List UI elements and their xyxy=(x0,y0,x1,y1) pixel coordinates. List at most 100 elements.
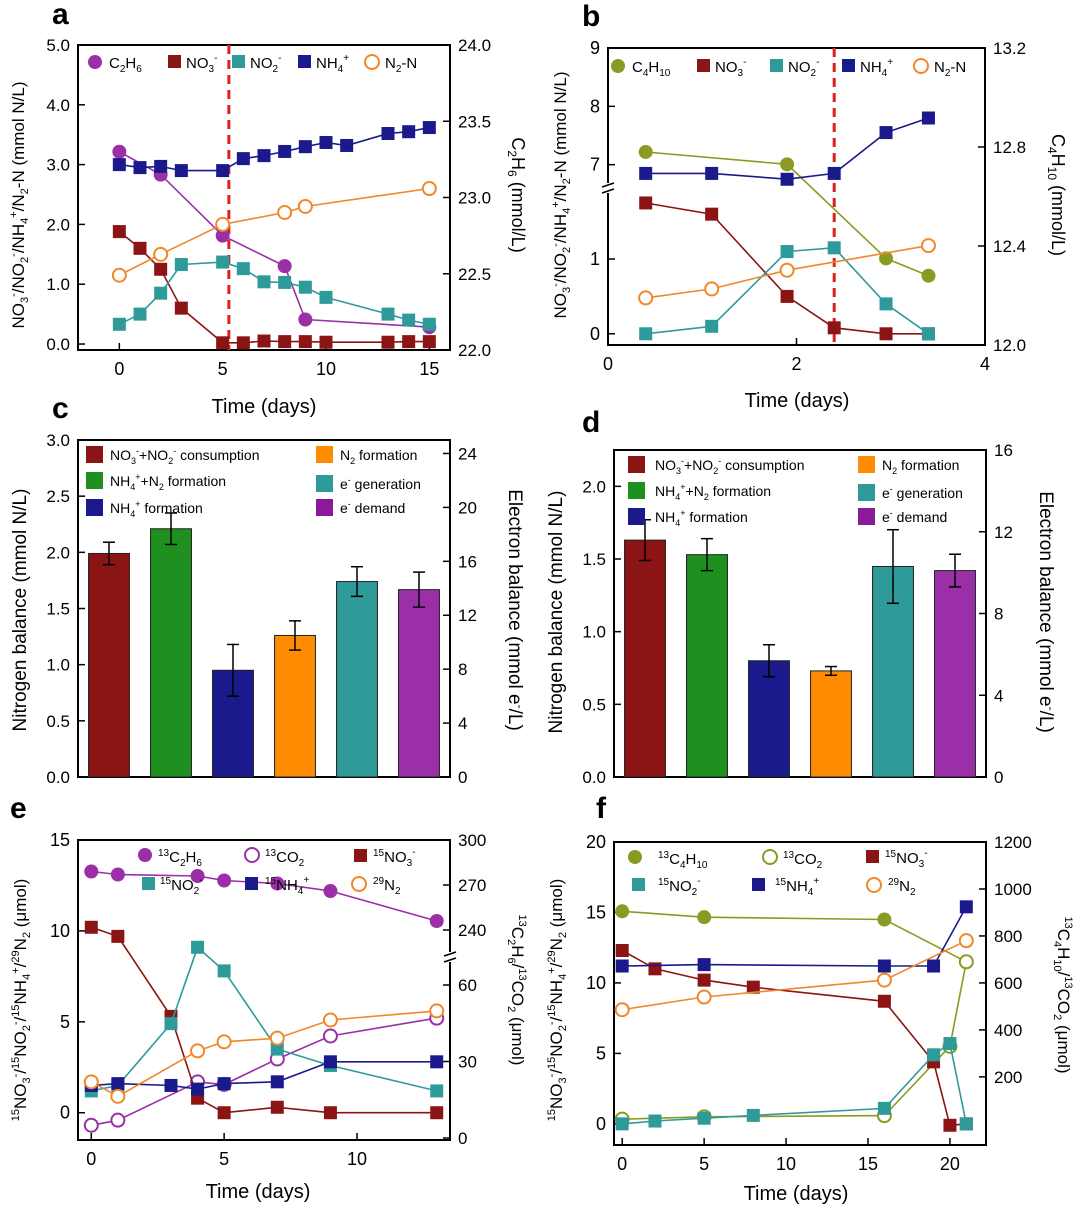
y2-tick-label: 24.0 xyxy=(458,36,491,55)
data-point-a-N2-N xyxy=(297,198,313,214)
data-point-e-15NO2- xyxy=(270,1042,284,1056)
data-point-a-NO2- xyxy=(278,275,292,289)
data-point-b-NH4+ xyxy=(879,126,893,140)
y2-tick-label: 0 xyxy=(458,768,467,787)
data-point-e-29N2 xyxy=(83,1074,99,1090)
x-axis-title-f: Time (days) xyxy=(744,1183,849,1205)
data-point-a-NO2- xyxy=(381,307,395,321)
data-point-e-29N2 xyxy=(269,1030,285,1046)
axis-break-e-slash xyxy=(443,957,457,963)
legend-marker-n2-formation xyxy=(316,446,333,463)
y-axis-title-b: NO3-/NO2-/NH4+/N2-N (mmol N/L) xyxy=(550,71,573,318)
x-tick-label: 0 xyxy=(603,354,613,374)
legend-label-e-generation: e- generation xyxy=(340,475,421,492)
legend-label-13co2: 13CO2 xyxy=(265,848,305,869)
y2-tick-label: 30 xyxy=(458,1053,477,1072)
legend-label-15no3: 15NO3- xyxy=(885,848,928,870)
legend-label-consumption: NO3-+NO2- consumption xyxy=(110,446,260,466)
data-point-a-NH4+ xyxy=(154,159,168,173)
y-axis-title-a: NO3-/NO2-/NH4+/N2-N (mmol N/L) xyxy=(8,81,31,328)
y2-tick-label: 23.5 xyxy=(458,112,491,131)
legend-label-29n2: 29N2 xyxy=(373,876,401,897)
x-axis-title-b: Time (days) xyxy=(745,390,850,412)
legend-label-n2-formation: N2 formation xyxy=(340,447,417,466)
data-point-a-NO3- xyxy=(257,334,271,348)
y-axis-title-c: Nitrogen balance (mmol N/L) xyxy=(10,489,31,732)
legend-marker-15no2 xyxy=(632,878,645,891)
y-tick-label: 10 xyxy=(50,921,70,941)
data-point-f-15NO3- xyxy=(877,994,891,1008)
bar-NO3-+NO2- consumption xyxy=(88,552,130,778)
series-line-e-29N2 xyxy=(90,1010,437,1098)
legend-marker-no2 xyxy=(770,59,783,72)
legend-label-nh4-formation: NH4+ formation xyxy=(655,508,748,528)
x-tick-label: 5 xyxy=(699,1154,709,1174)
y2-tick-label: 12.4 xyxy=(993,237,1026,256)
y2-tick-label: 12 xyxy=(458,606,477,625)
legend-marker-13co2 xyxy=(244,847,260,863)
data-point-a-NO2- xyxy=(319,290,333,304)
data-point-e-13C2H6 xyxy=(429,914,444,928)
x-tick-label: 15 xyxy=(419,359,439,379)
data-point-b-NO2- xyxy=(639,327,653,341)
data-point-f-15NO3- xyxy=(746,980,760,994)
data-point-b-NO2- xyxy=(879,297,893,311)
legend-marker-no3 xyxy=(697,59,710,72)
legend-d: NO3-+NO2- consumption NH4++N2 formation … xyxy=(628,456,963,528)
legend-label-15no2: 15NO2- xyxy=(160,875,203,897)
legend-marker-e-demand xyxy=(316,499,333,516)
data-point-a-N2-N xyxy=(153,246,169,262)
data-point-b-NH4+ xyxy=(705,166,719,180)
data-point-b-NO3- xyxy=(879,327,893,341)
data-point-e-15NH4+ xyxy=(430,1055,444,1069)
legend-label-nh4: NH4+ xyxy=(316,53,349,75)
legend-label-15nh4: 15NH4+ xyxy=(265,875,309,897)
x-tick-label: 10 xyxy=(776,1154,796,1174)
data-point-e-15NO2- xyxy=(164,1017,178,1031)
legend-marker-13c2h6 xyxy=(138,848,152,862)
legend-marker-nh4-n2-formation xyxy=(86,472,103,489)
data-point-e-13C2H6 xyxy=(110,867,125,882)
y-tick-label: 1.0 xyxy=(46,275,70,294)
legend-label-29n2: 29N2 xyxy=(888,877,916,898)
legend-marker-nh4-formation xyxy=(86,499,103,516)
y2-tick-label: 23.0 xyxy=(458,189,491,208)
legend-label-no3: NO3- xyxy=(186,53,217,75)
data-point-f-15NO2- xyxy=(746,1108,760,1122)
y-axis-title-d: Nitrogen balance (mmol N/L) xyxy=(546,491,567,734)
plot-frame-e xyxy=(77,839,451,1141)
legend-label-15no3: 15NO3- xyxy=(373,847,416,869)
legend-marker-c4h10 xyxy=(611,59,625,73)
legend-marker-15nh4 xyxy=(752,878,765,891)
legend-label-15no2: 15NO2- xyxy=(658,876,701,898)
y-tick-label: 5.0 xyxy=(46,36,70,55)
x-tick-label: 5 xyxy=(218,359,228,379)
y2-tick-label: 13.2 xyxy=(993,39,1026,58)
data-point-f-15NO2- xyxy=(648,1114,662,1128)
data-point-e-15NH4+ xyxy=(270,1075,284,1089)
data-point-f-15NO2- xyxy=(615,1117,629,1131)
series-line-f-29N2 xyxy=(622,939,967,1011)
data-point-a-C2H6 xyxy=(277,259,292,274)
y2-tick-label: 200 xyxy=(994,1068,1022,1087)
legend-marker-e-demand xyxy=(858,508,875,525)
panel-letter-f: f xyxy=(596,792,607,825)
data-point-f-13C4H10 xyxy=(615,904,630,919)
data-point-a-NO2- xyxy=(402,313,416,327)
legend-label-no3: NO3- xyxy=(715,57,746,79)
legend-marker-n2n xyxy=(364,54,380,70)
y-tick-label: 10 xyxy=(586,973,606,993)
series-line-e-15NH4+ xyxy=(91,1061,437,1090)
data-point-a-NH4+ xyxy=(340,138,354,152)
y2-tick-label: 240 xyxy=(458,921,486,940)
legend-label-13c4h10: 13C4H10 xyxy=(658,850,708,871)
data-point-a-NO2- xyxy=(216,255,230,269)
data-point-a-NO2- xyxy=(257,275,271,289)
legend-marker-29n2 xyxy=(866,877,882,893)
data-point-a-C2H6 xyxy=(215,228,230,243)
legend-label-e-generation: e- generation xyxy=(882,484,963,501)
panel-letter-a: a xyxy=(52,0,69,31)
data-point-a-NO3- xyxy=(236,336,250,350)
y2-tick-label: 16 xyxy=(994,441,1013,460)
